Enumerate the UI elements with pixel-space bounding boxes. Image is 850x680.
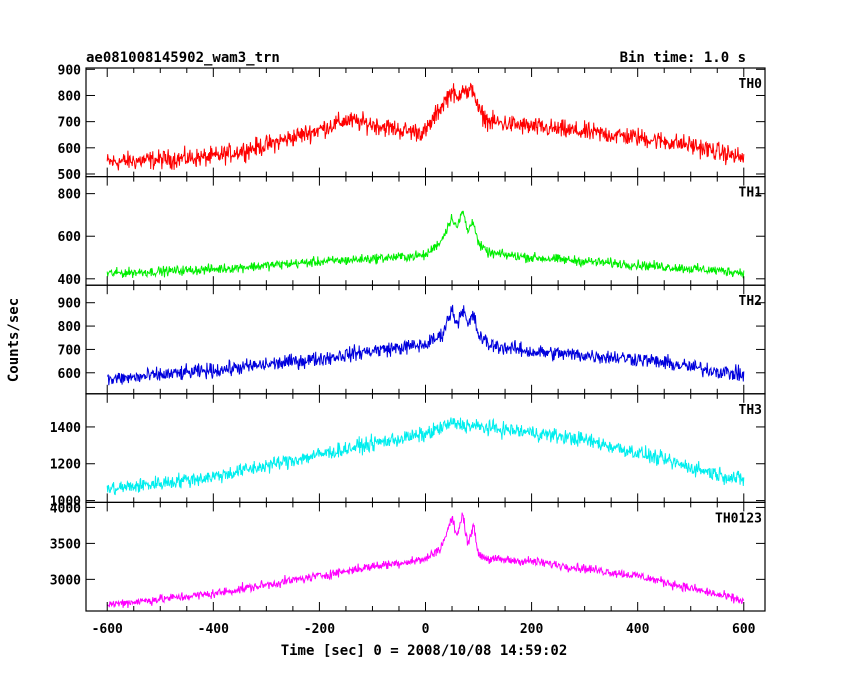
y-tick-label: 600 [58,142,82,157]
x-tick-label: -200 [304,622,335,637]
y-tick-label: 500 [58,168,82,183]
y-tick-label: 1000 [50,495,81,510]
x-tick-label: -600 [92,622,123,637]
panel-th2: 600 700 800 900 TH2 [58,284,766,395]
y-tick-label: 4000 [50,501,81,516]
series-line-th0 [106,82,745,171]
x-tick-label: 600 [732,622,756,637]
y-tick-label: 800 [58,89,82,104]
panel-label-th2: TH2 [739,294,762,309]
y-tick-label: 900 [58,297,82,312]
bin-time-label: Bin time: 1.0 s [620,50,746,66]
series-line-th3 [106,417,745,496]
panel-frame [85,501,766,612]
y-tick-label: 3000 [50,573,81,588]
panel-label-th0: TH0 [739,77,763,92]
panel-label-th0123: TH0123 [715,511,762,526]
panel-th1: 400 600 800 TH1 [58,176,766,288]
panel-th0: 500 600 700 800 900 TH0 [58,63,766,183]
series-line-th1 [106,210,745,279]
y-tick-label: 3500 [50,537,81,552]
y-tick-label: 700 [58,343,82,358]
y-tick-label: 600 [58,367,82,382]
series-line-th0123 [106,512,745,609]
series-line-th2 [107,304,745,386]
panel-frame [85,393,766,503]
x-tick-label: 400 [626,622,650,637]
y-tick-label: 800 [58,320,82,335]
y-tick-label: 1400 [50,421,81,436]
panel-frame [85,284,766,395]
y-tick-label: 800 [58,188,82,203]
panels: 500 600 700 800 900 TH0 400 600 800 TH1 600 700 800 9… [50,63,766,637]
y-tick-label: 1200 [50,458,81,473]
panel-th0123: 3000 3500 4000 TH0123 [50,501,766,612]
y-tick-label: 900 [58,63,82,78]
y-tick-label: 700 [58,116,82,131]
x-tick-label: -400 [198,622,229,637]
x-axis-label: Time [sec] 0 = 2008/10/08 14:59:02 [281,643,568,659]
y-tick-label: 400 [58,273,82,288]
panel-th3: 1000 1200 1400 TH3 [50,393,766,510]
x-tick-label: 0 [422,622,430,637]
panel-label-th1: TH1 [739,186,763,201]
panel-label-th3: TH3 [739,403,762,418]
x-tick-label: 200 [520,622,544,637]
y-axis-label: Counts/sec [6,298,22,382]
y-tick-label: 600 [58,230,82,245]
chart-title: ae081008145902_wam3_trn [86,50,280,66]
